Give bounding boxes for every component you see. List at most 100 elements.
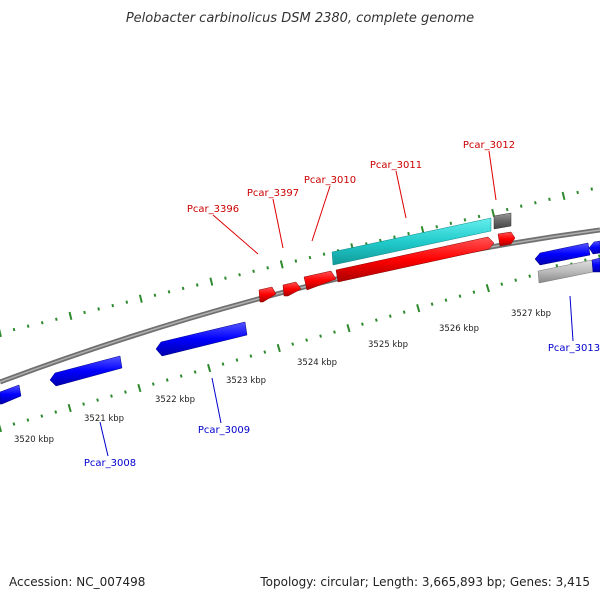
scale-label: 3522 kbp [155,395,195,405]
scale-tick [519,204,523,208]
leader-line [395,170,407,219]
scale-tick [12,327,16,332]
scale-tick [528,274,532,278]
leader-line [272,198,284,249]
scale-tick [590,187,594,191]
scale-tick [82,402,85,406]
scale-tick [534,201,537,205]
scale-tick [346,324,351,333]
gene-pcar-3014-lower[interactable] [591,257,600,273]
scale-tick [416,304,421,313]
scale-tick [252,269,255,273]
scale-tick [548,197,551,202]
scale-tick [472,290,476,294]
gene-label-pcar-3013[interactable]: Pcar_3013 [548,343,600,354]
scale-label: 3526 kbp [439,324,479,334]
scale-tick [40,321,44,325]
scale-tick [55,317,58,321]
forward-strand-genes [258,212,516,303]
scale-label: 3525 kbp [368,340,408,350]
scale-tick [165,378,169,382]
scale-label: 3523 kbp [226,376,266,386]
scale-tick [449,221,453,226]
gene-pcar-3009[interactable] [155,321,248,357]
scale-tick [137,383,142,393]
scale-labels: 3520 kbp 3521 kbp 3522 kbp 3523 kbp 3524… [14,309,551,445]
gene-pcar-3008[interactable] [49,355,123,387]
label-leader-lines [99,150,574,457]
gene-pcar-3007[interactable] [0,384,22,405]
gene-pcar-3397[interactable] [282,281,302,297]
scale-tick [193,370,197,374]
gene-label-pcar-3010[interactable]: Pcar_3010 [304,175,356,186]
leader-line [211,377,222,424]
gene-label-pcar-3009[interactable]: Pcar_3009 [198,425,250,436]
feature-pcar-3012-dark[interactable] [493,212,512,230]
scale-tick [97,307,100,311]
scale-tick [181,286,185,291]
scale-tick [276,343,281,353]
scale-tick [333,330,336,334]
scale-tick [238,273,241,277]
scale-tick [458,294,462,298]
gene-pcar-3012[interactable] [497,231,516,247]
reverse-strand-genes [0,240,600,405]
scale-tick [207,363,212,373]
scale-tick [12,422,16,426]
gene-label-pcar-3396[interactable]: Pcar_3396 [187,204,239,215]
tick-track-top [0,187,594,338]
scale-tick [561,191,566,201]
gene-label-pcar-3012[interactable]: Pcar_3012 [463,140,515,151]
gene-pcar-3010[interactable] [303,270,337,291]
scale-tick [485,284,490,293]
scale-tick [500,282,504,286]
scale-tick [221,362,225,366]
scale-tick [319,334,322,338]
gene-pcar-3013[interactable] [534,242,591,266]
feature-pcar-3011-highlight[interactable] [331,217,492,266]
scale-tick [54,410,58,414]
scale-tick [435,225,439,229]
scale-tick [444,298,448,302]
scale-tick [279,260,284,269]
gene-labels: Pcar_3396 Pcar_3397 Pcar_3010 Pcar_3011 … [84,140,600,469]
leader-line [212,214,259,255]
scale-tick [224,276,227,280]
scale-tick [68,311,73,320]
scale-tick [124,390,127,394]
map-title: Pelobacter carbinolicus DSM 2380, comple… [126,11,474,26]
scale-tick [393,235,396,239]
scale-tick [374,318,378,322]
scale-tick [361,322,364,326]
scale-tick [0,328,2,338]
scale-tick [505,207,509,212]
scale-tick [407,231,410,236]
scale-label: 3521 kbp [84,414,124,424]
scale-tick [40,414,44,418]
scale-tick [514,278,518,282]
scale-tick [110,394,113,398]
gene-label-pcar-3008[interactable]: Pcar_3008 [84,458,136,469]
scale-tick [138,294,143,303]
leader-line [311,185,331,242]
scale-tick [179,374,183,378]
scale-tick [0,424,3,433]
scale-tick [26,324,30,328]
gene-pcar-3011[interactable] [335,236,495,283]
tick-track-bottom [0,254,600,433]
scale-label: 3524 kbp [297,358,337,368]
scale-tick [125,300,129,304]
gene-pcar-3014[interactable] [588,240,600,255]
accession-text: Accession: NC_007498 [9,575,145,589]
leader-line [99,421,109,457]
scale-tick [463,218,467,222]
scale-tick [322,252,326,256]
scale-tick [477,214,481,219]
gene-label-pcar-3397[interactable]: Pcar_3397 [247,188,299,199]
scale-tick [26,418,30,422]
scale-tick [308,255,312,260]
scale-tick [305,338,309,342]
scale-label: 3520 kbp [14,435,54,445]
gene-label-pcar-3011[interactable]: Pcar_3011 [370,160,422,171]
gene-pcar-3396[interactable] [258,286,277,303]
